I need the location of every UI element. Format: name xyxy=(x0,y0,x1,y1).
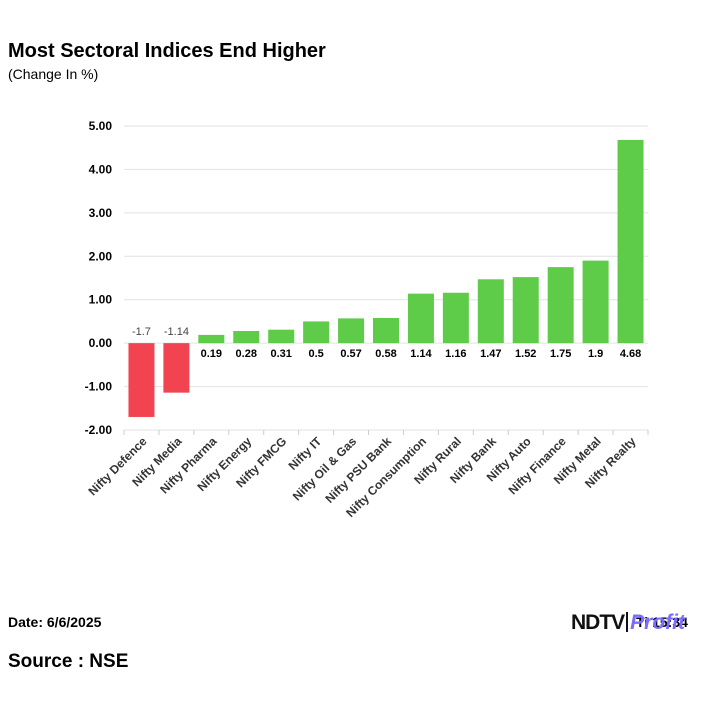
data-label: 0.19 xyxy=(201,348,222,360)
y-tick-label: 5.00 xyxy=(89,119,113,133)
logo-ndtv-text: NDTV xyxy=(571,611,625,634)
x-category-label: Nifty Defence xyxy=(85,434,149,498)
date-label: Date: 6/6/2025 xyxy=(8,614,102,630)
data-label: 0.5 xyxy=(308,348,323,360)
logo-divider xyxy=(626,612,629,632)
y-tick-label: 3.00 xyxy=(89,206,113,220)
bar-chart: 5.00 4.00 3.00 2.00 1.00 0.00 -1.00 -2.00 -1.7 Ni… xyxy=(85,119,649,520)
bar xyxy=(303,321,330,344)
bar xyxy=(512,277,539,344)
time-label: Ti 15:34 xyxy=(636,614,688,630)
bar xyxy=(582,260,609,344)
data-label: 1.75 xyxy=(550,348,571,360)
y-tick-label: 0.00 xyxy=(89,336,113,350)
data-label: 0.57 xyxy=(340,348,361,360)
y-tick-label: -1.00 xyxy=(85,380,113,394)
y-tick-label: 1.00 xyxy=(89,293,113,307)
data-label: 1.47 xyxy=(480,348,501,360)
bar xyxy=(547,267,574,344)
chart-subtitle: (Change In %) xyxy=(8,66,99,82)
bar xyxy=(163,343,190,393)
data-label: 1.14 xyxy=(410,348,432,360)
y-tick-label: 4.00 xyxy=(89,162,113,176)
chart-title: Most Sectoral Indices End Higher xyxy=(8,40,326,62)
data-label: 1.16 xyxy=(445,348,466,360)
data-label: -1.14 xyxy=(164,326,189,338)
logo-profit-text: Profit xyxy=(630,611,685,634)
data-label: 1.52 xyxy=(515,348,536,360)
source-label: Source : NSE xyxy=(8,651,129,672)
bar xyxy=(338,318,365,344)
ndtv-profit-logo: NDTV Profit xyxy=(571,611,685,635)
y-tick-label: -2.00 xyxy=(85,423,113,437)
bar xyxy=(128,343,155,417)
bar xyxy=(373,317,399,344)
data-label: 0.28 xyxy=(236,348,257,360)
data-label: 1.9 xyxy=(588,348,603,360)
bar xyxy=(477,279,504,344)
y-tick-label: 2.00 xyxy=(89,249,113,263)
bar xyxy=(407,293,434,344)
data-label: 0.58 xyxy=(375,348,396,360)
bar xyxy=(617,139,644,344)
bar xyxy=(442,292,469,344)
data-label: 0.31 xyxy=(270,348,291,360)
bar xyxy=(233,330,260,344)
bar xyxy=(268,329,295,344)
data-label: 4.68 xyxy=(620,348,641,360)
bar xyxy=(198,334,225,344)
data-label: -1.7 xyxy=(132,326,151,338)
